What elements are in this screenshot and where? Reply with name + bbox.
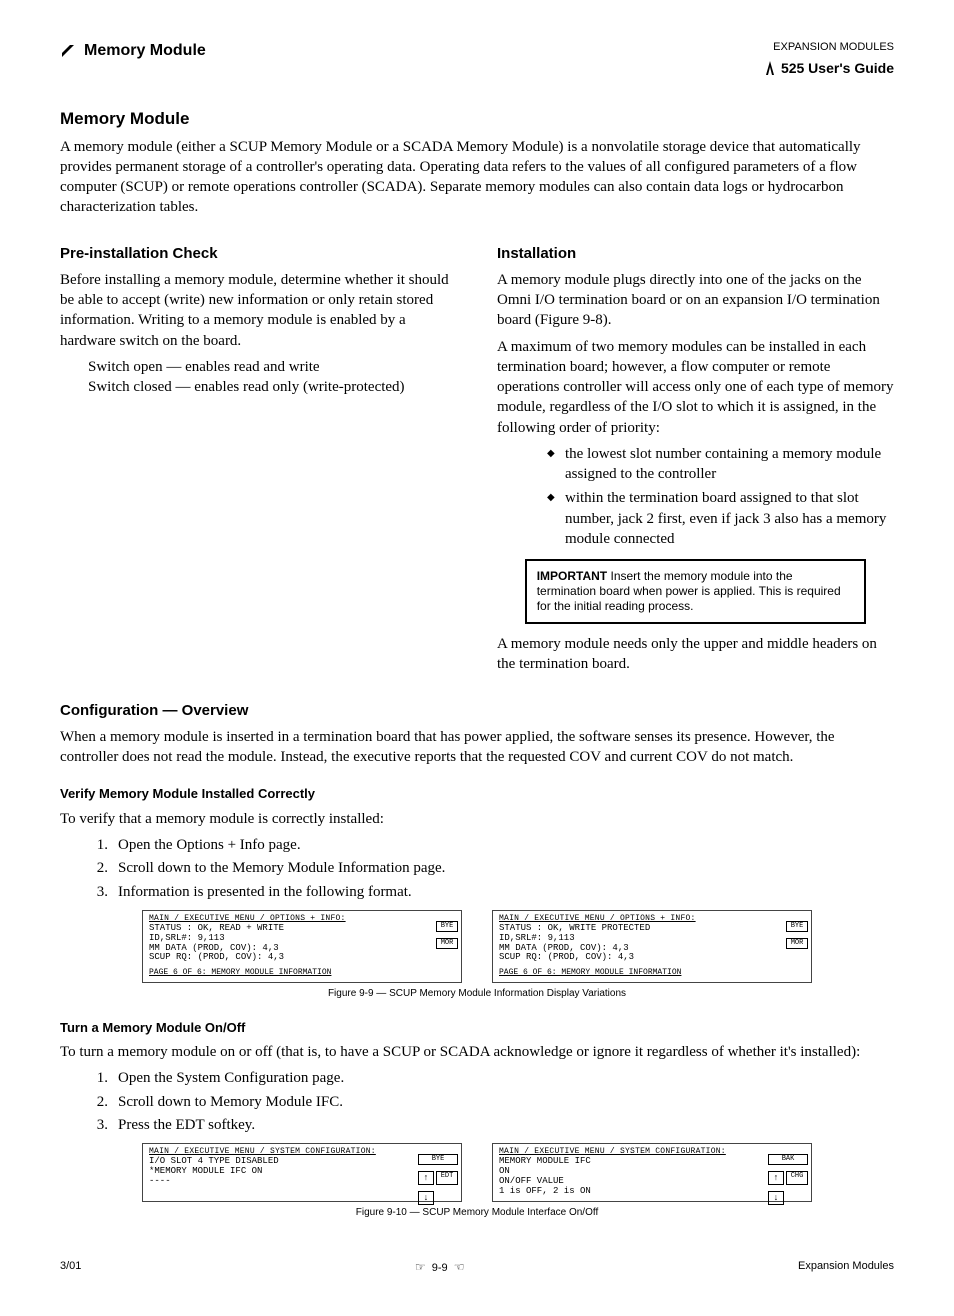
lcd3-bye-button[interactable]: BYE	[418, 1154, 458, 1165]
verify-intro: To verify that a memory module is correc…	[60, 809, 894, 829]
turnonoff-intro: To turn a memory module on or off (that …	[60, 1042, 894, 1062]
page-header: Memory Module EXPANSION MODULES 525 User…	[60, 40, 894, 78]
footer-date: 3/01	[60, 1259, 81, 1276]
turnonoff-step-2: Scroll down to Memory Module IFC.	[118, 1092, 343, 1112]
verify-step-2: Scroll down to the Memory Module Informa…	[118, 858, 445, 878]
turnonoff-step-3: Press the EDT softkey.	[118, 1115, 255, 1135]
config-p1: When a memory module is inserted in a te…	[60, 727, 894, 768]
lcd2-bye-button[interactable]: BYE	[786, 921, 808, 932]
verify-heading: Verify Memory Module Installed Correctly	[60, 785, 894, 803]
step-num: 1.	[90, 1068, 108, 1088]
install-bullet-2: within the termination board assigned to…	[547, 488, 894, 549]
header-left: Memory Module	[60, 40, 206, 62]
preinstall-para: Before installing a memory module, deter…	[60, 270, 457, 351]
lcd2-footer: PAGE 6 OF 6: MEMORY MODULE INFORMATION	[499, 969, 773, 978]
step-num: 2.	[90, 858, 108, 878]
install-bullet-1: the lowest slot number containing a memo…	[547, 444, 894, 485]
install-heading: Installation	[497, 244, 894, 264]
verify-step-1: Open the Options + Info page.	[118, 835, 301, 855]
figure-9-10-caption: Figure 9-10 — SCUP Memory Module Interfa…	[60, 1206, 894, 1220]
header-right: EXPANSION MODULES 525 User's Guide	[763, 40, 894, 78]
verify-step-3: Information is presented in the followin…	[118, 882, 412, 902]
lcd1-line: SCUP RQ: (PROD, COV): 4,3	[149, 953, 423, 963]
turnonoff-step-1: Open the System Configuration page.	[118, 1068, 344, 1088]
lcd3-line: *MEMORY MODULE IFC ON	[149, 1167, 423, 1177]
lcd-screen-4: MAIN / EXECUTIVE MENU / SYSTEM CONFIGURA…	[492, 1143, 812, 1201]
preinstall-heading: Pre-installation Check	[60, 244, 457, 264]
lcd1-footer: PAGE 6 OF 6: MEMORY MODULE INFORMATION	[149, 969, 423, 978]
lcd2-line: SCUP RQ: (PROD, COV): 4,3	[499, 953, 773, 963]
switch-open: Switch open — enables read and write	[88, 359, 320, 375]
header-section: EXPANSION MODULES	[773, 40, 894, 55]
hand-left-icon: ☜	[454, 1260, 465, 1274]
section-memory-module: Memory Module	[60, 108, 894, 131]
footer-page: ☞ 9-9 ☜	[415, 1259, 465, 1276]
important-box: IMPORTANT Insert the memory module into …	[525, 559, 867, 624]
intro-paragraph: A memory module (either a SCUP Memory Mo…	[60, 137, 894, 218]
lcd4-line: MEMORY MODULE IFC	[499, 1157, 773, 1167]
lcd1-mor-button[interactable]: MOR	[436, 938, 458, 949]
switch-closed: Switch closed — enables read only (write…	[88, 379, 405, 395]
feather-icon	[60, 43, 78, 59]
lcd2-mor-button[interactable]: MOR	[786, 938, 808, 949]
lcd4-bak-button[interactable]: BAK	[768, 1154, 808, 1165]
lcd3-down-button[interactable]: ↓	[418, 1191, 434, 1205]
page-footer: 3/01 ☞ 9-9 ☜ Expansion Modules	[60, 1259, 894, 1276]
step-num: 3.	[90, 882, 108, 902]
install-p1: A memory module plugs directly into one …	[497, 270, 894, 331]
header-brand: 525 User's Guide	[763, 59, 894, 78]
install-p2: A maximum of two memory modules can be i…	[497, 337, 894, 438]
lcd-screen-2: MAIN / EXECUTIVE MENU / OPTIONS + INFO: …	[492, 910, 812, 983]
lcd4-chg-button[interactable]: CHG	[786, 1171, 808, 1185]
hand-right-icon: ☞	[415, 1260, 426, 1274]
logo-icon	[763, 61, 777, 75]
config-heading: Configuration — Overview	[60, 701, 894, 721]
lcd3-edt-button[interactable]: EDT	[436, 1171, 458, 1185]
lcd4-down-button[interactable]: ↓	[768, 1191, 784, 1205]
footer-section: Expansion Modules	[798, 1259, 894, 1276]
step-num: 2.	[90, 1092, 108, 1112]
lcd3-up-button[interactable]: ↑	[418, 1171, 434, 1185]
lcd4-line: 1 is OFF, 2 is ON	[499, 1187, 773, 1197]
lcd-screen-3: MAIN / EXECUTIVE MENU / SYSTEM CONFIGURA…	[142, 1143, 462, 1201]
header-title: Memory Module	[84, 40, 206, 62]
important-label: IMPORTANT	[537, 569, 607, 583]
lcd-screen-1: MAIN / EXECUTIVE MENU / OPTIONS + INFO: …	[142, 910, 462, 983]
install-p3: A memory module needs only the upper and…	[497, 634, 894, 675]
lcd4-up-button[interactable]: ↑	[768, 1171, 784, 1185]
lcd3-line: ----	[149, 1177, 423, 1187]
step-num: 3.	[90, 1115, 108, 1135]
turnonoff-heading: Turn a Memory Module On/Off	[60, 1019, 894, 1037]
figure-9-9-caption: Figure 9-9 — SCUP Memory Module Informat…	[60, 987, 894, 1001]
lcd1-bye-button[interactable]: BYE	[436, 921, 458, 932]
step-num: 1.	[90, 835, 108, 855]
